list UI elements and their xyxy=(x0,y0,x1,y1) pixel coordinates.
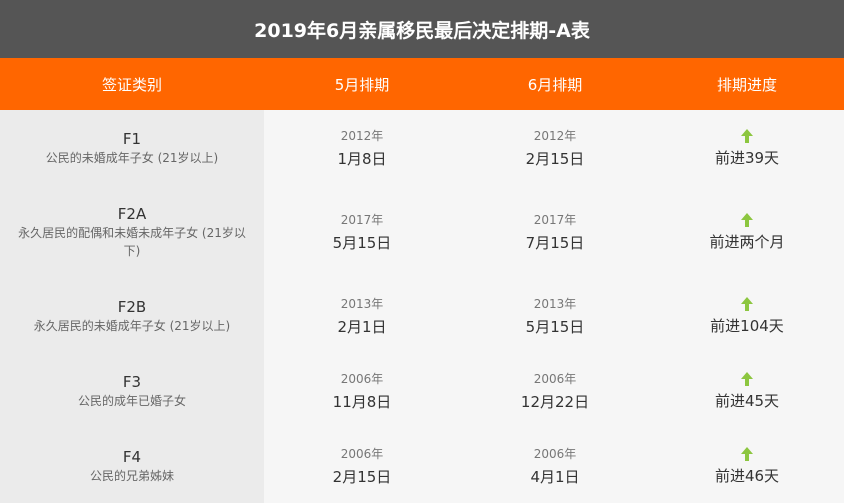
june-cell: 2017年 7月15日 xyxy=(460,185,650,278)
may-cell: 2006年 2月15日 xyxy=(264,428,460,503)
arrow-up-icon xyxy=(741,212,753,227)
may-date: 2月15日 xyxy=(332,467,392,486)
table-row: F1 公民的未婚成年子女 (21岁以上) 2012年 1月8日 2012年 2月… xyxy=(0,110,844,185)
may-date: 5月15日 xyxy=(332,233,392,252)
table-body: F1 公民的未婚成年子女 (21岁以上) 2012年 1月8日 2012年 2月… xyxy=(0,110,844,503)
may-year: 2012年 xyxy=(340,128,384,143)
june-date: 2月15日 xyxy=(525,149,585,168)
june-date: 5月15日 xyxy=(525,317,585,336)
category-desc: 公民的兄弟姊妹 xyxy=(89,468,174,483)
may-date: 1月8日 xyxy=(337,149,387,168)
may-date: 11月8日 xyxy=(332,392,392,411)
may-cell: 2006年 11月8日 xyxy=(264,353,460,428)
category-code: F2B xyxy=(117,297,147,316)
progress-cell: 前进两个月 xyxy=(650,185,844,278)
june-year: 2012年 xyxy=(533,128,577,143)
category-cell: F1 公民的未婚成年子女 (21岁以上) xyxy=(0,110,264,185)
june-year: 2013年 xyxy=(533,296,577,311)
may-cell: 2017年 5月15日 xyxy=(264,185,460,278)
table-row: F3 公民的成年已婚子女 2006年 11月8日 2006年 12月22日 前进… xyxy=(0,353,844,428)
june-date: 7月15日 xyxy=(525,233,585,252)
may-cell: 2013年 2月1日 xyxy=(264,278,460,353)
june-cell: 2012年 2月15日 xyxy=(460,110,650,185)
category-cell: F3 公民的成年已婚子女 xyxy=(0,353,264,428)
category-desc: 永久居民的配偶和未婚未成年子女 (21岁以下) xyxy=(18,225,246,258)
may-cell: 2012年 1月8日 xyxy=(264,110,460,185)
category-code: F4 xyxy=(122,447,142,466)
may-year: 2013年 xyxy=(340,296,384,311)
category-code: F1 xyxy=(122,129,142,148)
arrow-up-icon xyxy=(741,446,753,461)
arrow-up-icon xyxy=(741,371,753,386)
progress-text: 前进46天 xyxy=(714,466,780,485)
progress-cell: 前进46天 xyxy=(650,428,844,503)
june-cell: 2006年 4月1日 xyxy=(460,428,650,503)
title-bar: 2019年6月亲属移民最后决定排期-A表 xyxy=(0,0,844,58)
june-date: 12月22日 xyxy=(520,392,590,411)
category-code: F2A xyxy=(117,204,147,223)
header-may: 5月排期 xyxy=(334,75,390,94)
category-desc: 公民的未婚成年子女 (21岁以上) xyxy=(45,150,219,165)
june-year: 2017年 xyxy=(533,212,577,227)
may-year: 2017年 xyxy=(340,212,384,227)
progress-cell: 前进45天 xyxy=(650,353,844,428)
june-cell: 2013年 5月15日 xyxy=(460,278,650,353)
progress-cell: 前进39天 xyxy=(650,110,844,185)
category-cell: F2A 永久居民的配偶和未婚未成年子女 (21岁以下) xyxy=(0,185,264,278)
june-year: 2006年 xyxy=(533,446,577,461)
page-title: 2019年6月亲属移民最后决定排期-A表 xyxy=(254,19,590,42)
may-date: 2月1日 xyxy=(337,317,387,336)
category-desc: 永久居民的未婚成年子女 (21岁以上) xyxy=(33,318,231,333)
category-desc: 公民的成年已婚子女 xyxy=(77,393,186,408)
table-row: F4 公民的兄弟姊妹 2006年 2月15日 2006年 4月1日 前进46天 xyxy=(0,428,844,503)
june-cell: 2006年 12月22日 xyxy=(460,353,650,428)
june-date: 4月1日 xyxy=(530,467,580,486)
table-header-row: 签证类别 5月排期 6月排期 排期进度 xyxy=(0,58,844,110)
progress-text: 前进104天 xyxy=(710,316,784,335)
progress-text: 前进45天 xyxy=(714,391,780,410)
may-year: 2006年 xyxy=(340,371,384,386)
arrow-up-icon xyxy=(741,128,753,143)
header-june: 6月排期 xyxy=(527,75,583,94)
header-category: 签证类别 xyxy=(101,75,162,94)
june-year: 2006年 xyxy=(533,371,577,386)
progress-cell: 前进104天 xyxy=(650,278,844,353)
arrow-up-icon xyxy=(741,296,753,311)
progress-text: 前进39天 xyxy=(714,148,780,167)
may-year: 2006年 xyxy=(340,446,384,461)
category-cell: F4 公民的兄弟姊妹 xyxy=(0,428,264,503)
category-code: F3 xyxy=(122,372,142,391)
progress-text: 前进两个月 xyxy=(709,232,785,251)
table-row: F2B 永久居民的未婚成年子女 (21岁以上) 2013年 2月1日 2013年… xyxy=(0,278,844,353)
header-progress: 排期进度 xyxy=(716,75,777,94)
category-cell: F2B 永久居民的未婚成年子女 (21岁以上) xyxy=(0,278,264,353)
table-row: F2A 永久居民的配偶和未婚未成年子女 (21岁以下) 2017年 5月15日 … xyxy=(0,185,844,278)
